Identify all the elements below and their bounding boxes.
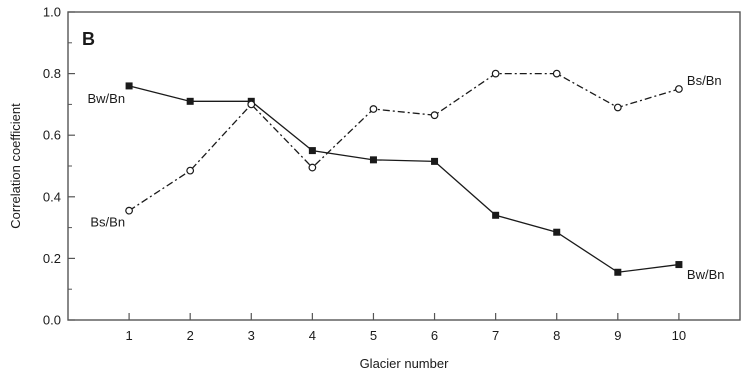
series-line [128, 72, 680, 212]
series-label: Bw/Bn [687, 267, 725, 282]
plot-area-border [67, 11, 741, 321]
series-bs-bn: Bs/Bn Bs/Bn [90, 69, 722, 229]
series-line [128, 85, 679, 273]
series-bw-bn: Bw/Bn Bw/Bn [88, 82, 725, 282]
data-point-circle [125, 206, 133, 215]
series-label: Bw/Bn [88, 91, 126, 106]
data-point-circle [491, 69, 500, 78]
series-label: Bs/Bn [687, 73, 722, 88]
x-tick-label: 4 [309, 328, 316, 343]
x-tick-label: 6 [431, 328, 438, 343]
series-label: Bs/Bn [90, 214, 125, 229]
data-point-circle [186, 166, 195, 175]
x-axis-title: Glacier number [360, 356, 450, 371]
data-point-circle [369, 105, 378, 113]
x-tick-label: 8 [553, 328, 560, 343]
y-axis: 0.0 0.2 0.4 0.6 0.8 1.0 [43, 5, 75, 328]
x-tick-label: 2 [187, 328, 194, 343]
x-tick-label: 9 [614, 328, 621, 343]
panel-label: B [82, 29, 95, 49]
y-tick-label: 0.6 [43, 128, 61, 143]
y-tick-label: 0.0 [43, 313, 61, 328]
data-point-circle [308, 163, 317, 172]
data-point-circle [552, 69, 561, 78]
y-tick-label: 0.2 [43, 251, 61, 266]
y-tick-label: 1.0 [43, 5, 61, 20]
data-point-square [369, 156, 377, 164]
y-axis-title: Correlation coefficient [8, 103, 23, 229]
x-tick-label: 7 [492, 328, 499, 343]
data-point-circle [675, 85, 683, 93]
data-point-circle [613, 103, 622, 112]
data-point-square [614, 268, 622, 276]
data-point-square [125, 82, 133, 90]
series-layer: Bw/Bn Bw/Bn Bs/Bn Bs/Bn [88, 69, 725, 282]
y-tick-label: 0.8 [43, 66, 61, 81]
data-point-circle [247, 100, 256, 109]
y-tick-label: 0.4 [43, 189, 61, 204]
x-tick-label: 5 [370, 328, 377, 343]
data-point-square [431, 157, 439, 165]
data-point-square [675, 261, 683, 269]
x-axis: 1 2 3 4 5 6 7 8 9 10 [125, 313, 686, 343]
x-tick-label: 10 [672, 328, 686, 343]
plot-frame [67, 11, 741, 321]
x-tick-label: 1 [125, 328, 132, 343]
data-point-circle [430, 111, 439, 120]
data-point-square [308, 147, 316, 155]
data-point-square [553, 228, 561, 236]
data-point-square [492, 211, 500, 219]
data-point-square [186, 97, 194, 105]
x-tick-label: 3 [248, 328, 255, 343]
